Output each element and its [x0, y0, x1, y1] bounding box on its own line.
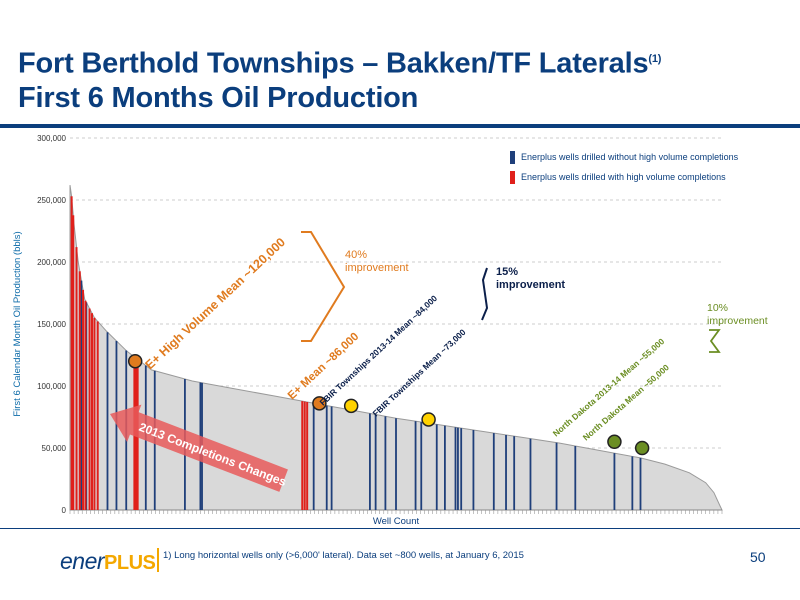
well-bar-standard	[457, 427, 459, 510]
well-bar-standard	[631, 456, 634, 510]
well-bar-standard	[555, 442, 558, 510]
well-bar-high-volume	[301, 401, 304, 510]
mean-marker	[343, 398, 359, 414]
bracket-high-volume	[301, 231, 346, 342]
slide-title: Fort Berthold Townships – Bakken/TF Late…	[18, 42, 661, 115]
well-bar-standard	[325, 405, 328, 510]
well-bar-standard	[639, 457, 642, 510]
well-bar-standard	[444, 425, 446, 510]
well-bar-standard	[613, 453, 616, 510]
well-bar-standard	[420, 422, 423, 510]
well-bar-standard	[529, 438, 532, 510]
arrow-shape	[110, 404, 288, 492]
y-tick-label: 200,000	[37, 258, 66, 267]
mean-marker	[312, 396, 327, 411]
logo-text: ener	[60, 548, 105, 574]
title-line-1: Fort Berthold Townships – Bakken/TF Late…	[18, 42, 661, 81]
well-bar-standard	[330, 406, 333, 510]
well-bar-standard	[460, 428, 463, 510]
y-tick-label: 300,000	[37, 134, 66, 143]
well-bar-standard	[312, 403, 315, 510]
mean-marker	[634, 440, 650, 456]
mean-marker	[421, 412, 436, 427]
well-bar-high-volume	[303, 401, 306, 510]
page-number: 50	[750, 549, 766, 565]
well-bar-high-volume	[75, 247, 78, 510]
bracket-fbir	[481, 267, 489, 321]
well-bar-high-volume	[84, 300, 87, 510]
well-bar-standard	[414, 421, 417, 510]
improvement-label: 10%	[707, 302, 728, 314]
logo-plus: PLUS	[104, 552, 156, 574]
well-bar-standard	[106, 332, 109, 510]
enerplus-logo: enerPLUS	[60, 548, 156, 575]
y-tick-label: 250,000	[37, 196, 66, 205]
well-bar-high-volume	[72, 215, 75, 510]
title-footnote-marker: (1)	[648, 53, 662, 65]
well-bar-standard	[505, 434, 507, 510]
legend-label: Enerplus wells drilled without high volu…	[521, 152, 739, 162]
well-bar-high-volume	[88, 308, 91, 510]
y-axis-label: First 6 Calendar Month Oil Production (b…	[12, 231, 23, 416]
well-bar-standard	[369, 413, 371, 510]
footnote: 1) Long horizontal wells only (>6,000' l…	[163, 550, 524, 561]
well-bar-high-volume	[91, 313, 94, 510]
y-tick-label: 50,000	[42, 444, 67, 453]
well-bar-standard	[454, 427, 457, 510]
title-divider	[0, 124, 800, 128]
improvement-label: improvement	[707, 315, 768, 327]
well-bar-high-volume	[78, 271, 81, 510]
y-tick-label: 150,000	[37, 320, 66, 329]
well-bar-standard	[115, 340, 118, 510]
legend-label: Enerplus wells drilled with high volume …	[521, 172, 726, 182]
well-bar-high-volume	[82, 289, 85, 510]
mean-label: E+ Mean ~86,000	[286, 331, 362, 403]
legend-swatch	[510, 151, 515, 164]
logo-separator	[157, 548, 159, 572]
well-bar-standard	[472, 430, 475, 510]
well-bar-high-volume	[93, 317, 96, 510]
well-bar-high-volume	[70, 196, 73, 510]
well-bar-standard	[435, 424, 438, 510]
well-bar-high-volume	[306, 402, 309, 510]
well-bar-standard	[574, 446, 577, 510]
well-bar-standard	[374, 414, 377, 510]
footer-divider	[0, 528, 800, 529]
bracket-nd	[709, 329, 721, 353]
well-bar-standard	[492, 433, 495, 510]
well-bar-high-volume	[96, 321, 99, 510]
well-bar-standard	[513, 436, 516, 510]
improvement-label: improvement	[345, 262, 409, 274]
production-chart: 0 50,000 100,000 150,000 200,000 250,000 300,0…	[12, 134, 768, 527]
well-bar-standard	[384, 416, 387, 510]
title-line-2: First 6 Months Oil Production	[18, 81, 419, 114]
y-tick-label: 0	[62, 506, 67, 515]
mean-label: E+ High Volume Mean ~120,000	[142, 235, 288, 372]
x-axis-label: Well Count	[373, 516, 420, 527]
well-bar-standard	[395, 418, 397, 510]
title-line-1-text: Fort Berthold Townships – Bakken/TF Late…	[18, 47, 649, 80]
well-bar-standard	[80, 280, 83, 510]
y-tick-label: 100,000	[37, 382, 66, 391]
mean-marker	[127, 353, 143, 369]
mean-marker	[607, 434, 622, 450]
improvement-label: 15%	[496, 266, 518, 278]
improvement-label: improvement	[496, 279, 565, 291]
legend-swatch	[510, 171, 515, 184]
improvement-label: 40%	[345, 249, 367, 261]
